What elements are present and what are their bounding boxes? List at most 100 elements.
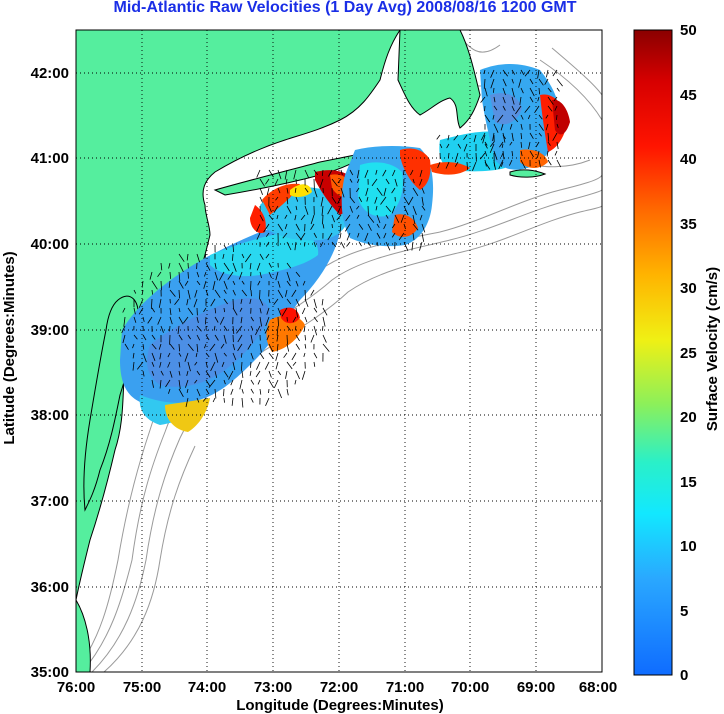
x-axis-label: Longitude (Degrees:Minutes) xyxy=(236,697,444,714)
velocity-arrow xyxy=(357,169,360,179)
velocity-arrow xyxy=(277,187,281,194)
velocity-arrow xyxy=(268,271,272,279)
velocity-arrow xyxy=(320,241,324,248)
velocity-arrow xyxy=(385,214,389,219)
velocity-arrow xyxy=(259,214,264,222)
velocity-arrow xyxy=(184,280,189,286)
velocity-arrow xyxy=(291,352,297,361)
velocity-arrow xyxy=(412,214,416,225)
velocity-arrow xyxy=(177,325,180,334)
x-tick-label: 74:00 xyxy=(188,679,226,696)
velocity-arrow xyxy=(149,271,153,280)
velocity-arrow xyxy=(273,379,279,389)
velocity-arrow xyxy=(556,87,560,92)
velocity-arrow xyxy=(484,159,487,167)
velocity-arrow xyxy=(151,307,156,313)
velocity-arrow xyxy=(284,169,288,180)
velocity-arrow xyxy=(310,289,315,296)
velocity-arrow xyxy=(259,298,264,306)
velocity-arrow xyxy=(484,105,486,112)
velocity-arrow xyxy=(205,316,207,325)
velocity-arrow xyxy=(412,223,419,231)
velocity-arrow xyxy=(228,370,234,380)
velocity-arrow xyxy=(547,132,550,142)
velocity-arrow xyxy=(241,370,244,378)
velocity-arrow xyxy=(493,159,495,167)
velocity-arrow xyxy=(259,388,262,395)
velocity-arrow xyxy=(303,352,306,358)
velocity-arrow xyxy=(223,379,226,385)
velocity-arrow xyxy=(214,271,219,281)
velocity-arrow xyxy=(322,223,325,229)
velocity-arrow xyxy=(545,123,549,131)
velocity-arrow xyxy=(285,370,288,379)
velocity-arrow xyxy=(535,141,540,148)
velocity-arrow xyxy=(214,352,219,363)
velocity-arrow xyxy=(178,343,180,352)
velocity-arrow xyxy=(349,178,353,183)
velocity-arrow xyxy=(321,205,324,216)
velocity-arrow xyxy=(484,143,488,149)
velocity-arrow xyxy=(310,214,315,225)
velocity-arrow xyxy=(537,69,540,79)
velocity-arrow xyxy=(193,298,198,308)
velocity-arrow xyxy=(250,352,254,360)
velocity-arrow xyxy=(394,214,400,223)
velocity-arrow xyxy=(259,178,265,187)
velocity-arrow xyxy=(295,223,300,231)
velocity-arrow xyxy=(502,69,509,77)
velocity-arrow xyxy=(492,132,495,141)
velocity-arrow xyxy=(277,280,281,288)
velocity-arrow xyxy=(331,223,333,229)
velocity-arrow xyxy=(391,187,396,194)
velocity-arrow xyxy=(466,161,468,170)
velocity-arrow xyxy=(502,105,506,111)
velocity-arrow xyxy=(183,316,189,324)
velocity-arrow xyxy=(489,143,495,153)
velocity-arrow xyxy=(210,361,216,372)
velocity-arrow xyxy=(304,289,306,300)
velocity-arrow xyxy=(265,178,270,185)
velocity-arrow xyxy=(205,370,211,378)
velocity-arrow xyxy=(519,96,522,105)
velocity-arrow xyxy=(205,334,210,341)
velocity-arrow xyxy=(480,132,486,141)
velocity-arrow xyxy=(213,325,216,331)
velocity-arrow xyxy=(331,178,338,187)
velocity-arrow xyxy=(277,289,284,299)
velocity-arrow xyxy=(237,343,243,352)
plot-frame xyxy=(75,29,603,673)
velocity-arrow xyxy=(322,307,328,316)
velocity-arrow xyxy=(437,161,441,169)
velocity-arrow xyxy=(214,307,217,314)
velocity-arrow xyxy=(331,214,335,223)
velocity-arrow xyxy=(391,232,396,238)
velocity-arrow xyxy=(178,271,181,282)
velocity-arrow xyxy=(515,105,522,115)
velocity-arrow xyxy=(554,105,558,111)
velocity-arrow xyxy=(500,123,504,131)
velocity-arrow xyxy=(367,241,371,247)
velocity-arrow xyxy=(202,397,207,402)
velocity-arrow xyxy=(509,159,513,166)
velocity-arrow xyxy=(482,134,486,144)
velocity-arrow xyxy=(274,178,279,186)
velocity-arrow xyxy=(337,205,342,214)
velocity-arrow xyxy=(502,132,506,143)
velocity-arrow xyxy=(147,316,153,324)
velocity-arrow xyxy=(304,316,308,323)
velocity-arrow xyxy=(502,78,507,87)
velocity-arrow xyxy=(122,307,126,313)
velocity-arrow xyxy=(249,298,252,304)
velocity-arrow xyxy=(178,307,181,313)
velocity-arrow xyxy=(132,343,135,349)
velocity-arrow xyxy=(538,87,540,95)
velocity-arrow xyxy=(364,169,369,178)
velocity-arrow xyxy=(223,334,227,344)
velocity-arrow xyxy=(151,334,156,340)
velocity-arrow xyxy=(367,223,372,231)
velocity-arrow xyxy=(281,307,288,317)
velocity-arrow xyxy=(214,316,219,323)
velocity-arrow xyxy=(339,232,342,239)
velocity-arrow xyxy=(376,232,381,239)
